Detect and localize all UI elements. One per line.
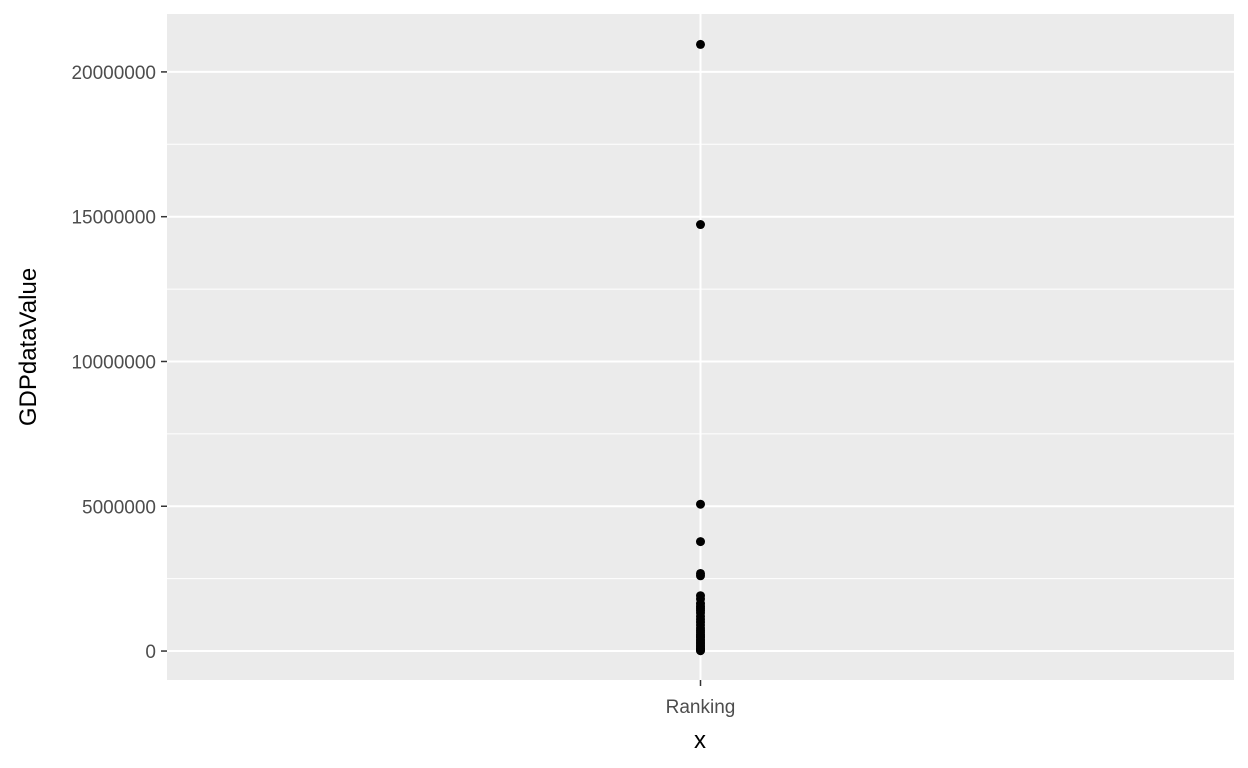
data-point [696, 571, 705, 581]
y-axis-title: GDPdataValue [15, 268, 42, 426]
y-tick-label: 15000000 [71, 208, 156, 229]
data-point [696, 39, 705, 49]
data-points [696, 39, 705, 656]
data-point [696, 220, 705, 230]
y-tick-label: 5000000 [82, 497, 156, 518]
y-tick-label: 10000000 [71, 352, 156, 373]
x-tick-label: Ranking [666, 697, 736, 718]
data-point [696, 646, 705, 656]
data-point [696, 499, 705, 509]
y-axis-ticks: 0 5000000 10000000 15000000 20000000 [71, 63, 167, 663]
y-tick-label: 0 [145, 642, 156, 663]
y-tick-label: 20000000 [71, 63, 156, 84]
data-point [696, 537, 705, 547]
x-axis-title: x [694, 727, 706, 754]
x-axis-ticks: Ranking [666, 680, 736, 718]
